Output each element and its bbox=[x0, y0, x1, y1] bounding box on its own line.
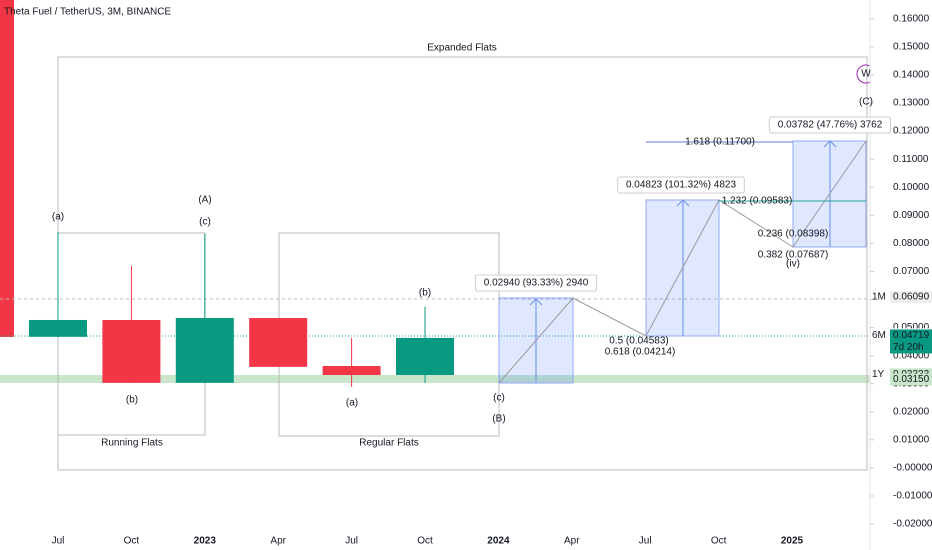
wave-path bbox=[498, 140, 867, 384]
candle-body bbox=[396, 337, 454, 376]
y-tick-label: -0.02000 bbox=[893, 519, 932, 530]
annotation: (a) bbox=[52, 212, 64, 223]
annotation: 0.04823 (101.32%) 4823 bbox=[626, 180, 737, 191]
measure-label-box bbox=[768, 116, 892, 134]
box bbox=[278, 232, 500, 437]
wave-circle bbox=[856, 64, 870, 84]
annotation: 0.03782 (47.76%) 3762 bbox=[778, 120, 883, 131]
annotation: Expanded Flats bbox=[427, 43, 497, 54]
annotation: 0.236 (0.08398) bbox=[758, 229, 829, 240]
x-tick-label: Jul bbox=[52, 536, 65, 547]
candle-body bbox=[29, 319, 87, 337]
y-tick-label: 0.02000 bbox=[893, 406, 930, 417]
y-tick-label: 0.10000 bbox=[893, 182, 930, 193]
y-tick-label: 0.09000 bbox=[893, 210, 930, 221]
measure-label-box bbox=[474, 274, 598, 292]
y-tick-label: 0.14000 bbox=[893, 70, 930, 81]
x-tick-label: Jul bbox=[345, 536, 358, 547]
y-tick-label: 0.13000 bbox=[893, 98, 930, 109]
annotation: 0.382 (0.07687) bbox=[758, 250, 829, 261]
y-tick-label: 0.12000 bbox=[893, 126, 930, 137]
price-tag-label: 0.06090 bbox=[893, 292, 930, 303]
price-tag bbox=[890, 290, 932, 303]
annotation: Regular Flats bbox=[359, 438, 418, 449]
candle-body bbox=[102, 319, 161, 383]
support-band bbox=[0, 375, 870, 383]
x-tick-label: Jul bbox=[639, 536, 652, 547]
annotation: 1.232 (0.09583) bbox=[722, 196, 793, 207]
partial-candle bbox=[0, 0, 14, 337]
x-tick-label: 2023 bbox=[194, 536, 217, 547]
measure-label-box bbox=[617, 176, 745, 194]
y-tick-label: 0.08000 bbox=[893, 238, 930, 249]
price-tag-label: 0.03150 bbox=[893, 374, 930, 385]
period-label: 1M bbox=[872, 292, 886, 303]
annotation: (a) bbox=[346, 398, 358, 409]
annotation: (B) bbox=[492, 414, 505, 425]
y-tick-label: 0.07000 bbox=[893, 266, 930, 277]
y-tick-label: 0.11000 bbox=[893, 154, 929, 165]
annotation: (b) bbox=[419, 288, 431, 299]
annotation: 0.5 (0.04583) bbox=[609, 336, 669, 347]
price-tag-label: 0.04719 bbox=[893, 330, 930, 341]
x-tick-label: Apr bbox=[564, 536, 580, 547]
y-tick-label: 0.16000 bbox=[893, 13, 930, 24]
candle-body bbox=[322, 366, 381, 376]
y-tick-label: 0.05000 bbox=[893, 322, 930, 333]
annotation: 0.618 (0.04214) bbox=[605, 347, 676, 358]
x-tick-label: Oct bbox=[711, 536, 727, 547]
y-tick-label: 0.01000 bbox=[893, 434, 930, 445]
countdown: 7d 20h bbox=[893, 342, 924, 353]
y-tick-label: 0.15000 bbox=[893, 42, 930, 53]
annotation: 0.02940 (93.33%) 2940 bbox=[484, 278, 589, 289]
annotation: 1.618 (0.11700) bbox=[685, 137, 755, 148]
price-tag bbox=[890, 329, 932, 354]
period-label: 6M bbox=[872, 330, 886, 341]
x-tick-label: Oct bbox=[124, 536, 140, 547]
annotation: (c) bbox=[493, 393, 505, 404]
annotation: (c) bbox=[199, 217, 211, 228]
annotation: (iv) bbox=[786, 259, 800, 270]
x-tick-label: Oct bbox=[417, 536, 433, 547]
annotation: Running Flats bbox=[101, 438, 163, 449]
annotation: (A) bbox=[198, 195, 211, 206]
period-label: 1Y bbox=[872, 369, 885, 380]
annotation: (C) bbox=[859, 97, 873, 108]
annotation: W bbox=[861, 69, 871, 80]
y-tick-label: -0.01000 bbox=[893, 491, 932, 502]
candle-body bbox=[249, 318, 308, 367]
y-tick-label: -0.00000 bbox=[893, 463, 932, 474]
chart-title: Theta Fuel / TetherUS, 3M, BINANCE bbox=[4, 7, 171, 18]
drawings bbox=[0, 0, 870, 471]
x-tick-label: Apr bbox=[270, 536, 286, 547]
x-tick-label: 2024 bbox=[487, 536, 510, 547]
y-tick-label: 0.04000 bbox=[893, 350, 930, 361]
annotation: (b) bbox=[126, 395, 138, 406]
candle-body bbox=[175, 318, 234, 383]
price-tag bbox=[890, 373, 932, 386]
x-tick-label: 2025 bbox=[781, 536, 804, 547]
box bbox=[57, 56, 868, 471]
